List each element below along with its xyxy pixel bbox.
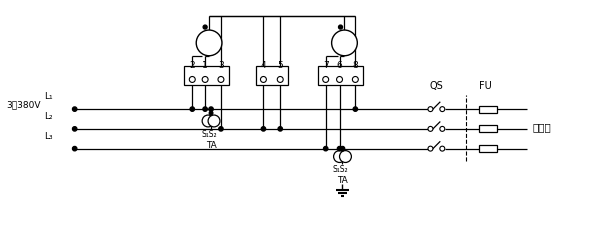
Circle shape: [190, 77, 195, 82]
Circle shape: [209, 107, 213, 111]
Circle shape: [337, 77, 343, 82]
Text: 4: 4: [260, 61, 266, 70]
Circle shape: [73, 107, 77, 111]
Circle shape: [202, 77, 208, 82]
Circle shape: [323, 146, 328, 151]
Circle shape: [332, 30, 358, 56]
Circle shape: [340, 151, 352, 163]
Circle shape: [440, 107, 445, 112]
Text: TA: TA: [206, 141, 217, 150]
Text: TA: TA: [337, 176, 348, 185]
Circle shape: [341, 147, 344, 150]
Text: S₁S₂: S₁S₂: [333, 165, 349, 174]
Circle shape: [278, 127, 283, 131]
Text: 1: 1: [202, 61, 208, 70]
Circle shape: [208, 115, 220, 127]
Circle shape: [440, 126, 445, 131]
Bar: [479, 106, 497, 113]
Circle shape: [428, 107, 433, 112]
Circle shape: [352, 77, 358, 82]
Circle shape: [340, 146, 344, 151]
Circle shape: [260, 77, 266, 82]
Text: 2: 2: [190, 61, 195, 70]
Text: 6: 6: [337, 61, 343, 70]
Text: QS: QS: [430, 81, 443, 91]
Circle shape: [323, 77, 329, 82]
Text: 8: 8: [352, 61, 358, 70]
Text: 5: 5: [277, 61, 283, 70]
Circle shape: [334, 151, 346, 163]
Circle shape: [190, 107, 194, 111]
Text: L₂: L₂: [44, 112, 53, 121]
Circle shape: [261, 127, 266, 131]
Bar: [479, 145, 497, 152]
Bar: [479, 125, 497, 132]
Text: 接负载: 接负载: [532, 122, 551, 132]
Text: L₃: L₃: [44, 132, 53, 141]
Text: L₁: L₁: [44, 92, 53, 101]
Text: 7: 7: [323, 61, 329, 70]
Circle shape: [73, 146, 77, 151]
Circle shape: [202, 115, 214, 127]
Text: 3: 3: [218, 61, 224, 70]
Circle shape: [209, 111, 213, 115]
Bar: [256, 66, 288, 85]
Circle shape: [428, 126, 433, 131]
Circle shape: [277, 77, 283, 82]
Circle shape: [440, 146, 445, 151]
Circle shape: [337, 146, 342, 151]
Circle shape: [353, 107, 358, 111]
Text: S₁S₂: S₁S₂: [201, 130, 217, 139]
Circle shape: [203, 107, 207, 111]
Circle shape: [428, 146, 433, 151]
Circle shape: [203, 25, 207, 29]
Circle shape: [219, 127, 223, 131]
Text: FU: FU: [479, 81, 492, 91]
Text: 3～380V: 3～380V: [7, 101, 41, 110]
Circle shape: [196, 30, 222, 56]
Circle shape: [338, 25, 343, 29]
Circle shape: [73, 127, 77, 131]
Bar: [184, 66, 229, 85]
Bar: [318, 66, 363, 85]
Circle shape: [218, 77, 224, 82]
